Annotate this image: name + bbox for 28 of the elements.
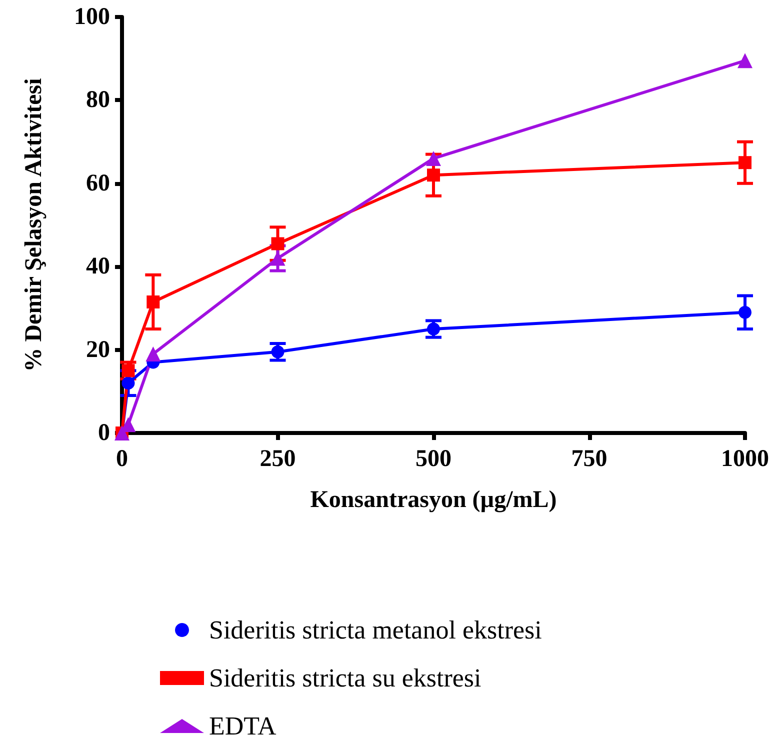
point xyxy=(427,322,440,336)
legend-label: EDTA xyxy=(209,712,276,740)
point xyxy=(271,345,284,358)
y-tick-label: 60 xyxy=(86,170,110,196)
point xyxy=(738,156,752,170)
point xyxy=(427,168,440,182)
point xyxy=(738,53,752,68)
point xyxy=(146,295,160,308)
point xyxy=(271,237,284,250)
legend-label: Sideritis stricta su ekstresi xyxy=(209,664,482,692)
point xyxy=(426,150,441,166)
point xyxy=(122,376,135,390)
x-tick-label: 1000 xyxy=(721,446,769,472)
x-axis-title: Konsantrasyon (µg/mL) xyxy=(310,487,557,513)
point xyxy=(146,346,161,362)
y-axis-title: % Demir Şelasyon Aktivitesi xyxy=(21,78,47,372)
y-tick-label: 0 xyxy=(98,420,110,446)
y-tick-label: 100 xyxy=(74,4,110,30)
x-tick-label: 0 xyxy=(116,446,128,472)
legend-label: Sideritis stricta metanol ekstresi xyxy=(209,616,542,644)
x-tick-label: 750 xyxy=(571,446,608,472)
x-tick-label: 250 xyxy=(260,446,296,472)
x-tick-label: 500 xyxy=(416,446,452,472)
point xyxy=(738,306,752,319)
y-tick-label: 40 xyxy=(86,254,110,280)
y-tick-label: 20 xyxy=(86,336,110,363)
point xyxy=(122,364,135,378)
y-tick-label: 80 xyxy=(86,87,110,114)
